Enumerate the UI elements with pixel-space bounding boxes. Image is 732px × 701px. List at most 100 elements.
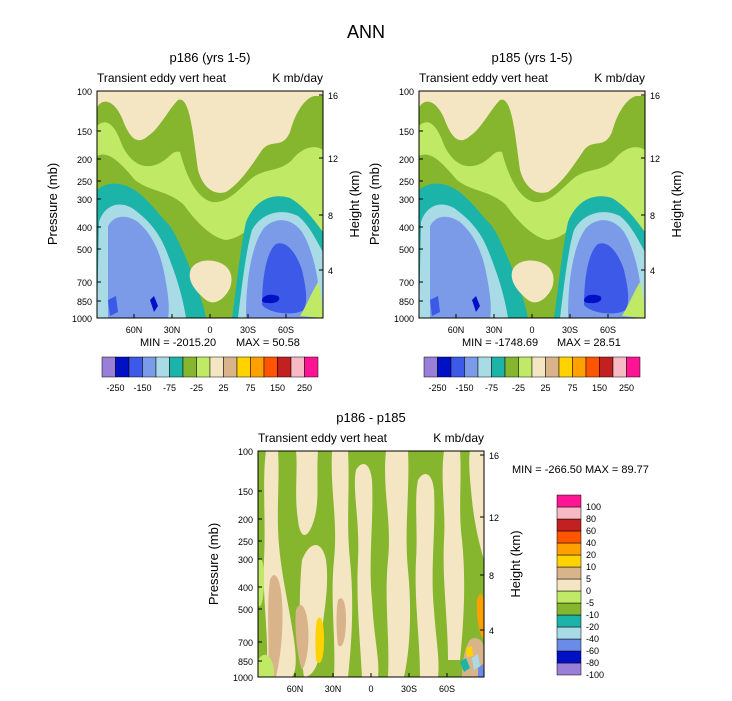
y-right-ticks: 16 12 8 4 xyxy=(319,91,338,276)
colorbar-label: -5 xyxy=(586,598,594,608)
contour-band xyxy=(295,605,309,670)
colorbar-swatch xyxy=(556,626,582,640)
colorbar-swatch xyxy=(169,356,184,378)
max-label: MAX = 89.77 xyxy=(585,464,649,476)
y-right-axis-label: Height (km) xyxy=(347,170,362,237)
colorbar-swatch xyxy=(182,356,197,378)
right-label: K mb/day xyxy=(594,71,645,85)
colorbar-swatch xyxy=(556,518,582,532)
y-tick-label: 200 xyxy=(238,515,253,525)
colorbar-swatch xyxy=(556,578,582,592)
colorbar-swatch xyxy=(518,356,533,378)
contour-band xyxy=(300,282,323,318)
colorbar-label: -40 xyxy=(586,634,599,644)
x-ticks: 60N 30N 0 30S 60S xyxy=(126,314,294,335)
colorbar-label: 150 xyxy=(592,383,607,393)
panel-title: p186 - p185 xyxy=(336,410,405,425)
colorbar-label: 40 xyxy=(586,538,596,548)
x-tick-label: 60N xyxy=(448,325,465,335)
contour-band xyxy=(478,664,484,677)
x-tick-label: 30N xyxy=(325,684,342,694)
x-ticks: 60N 30N 0 30S 60S xyxy=(287,673,455,694)
y-tick-label: 400 xyxy=(238,583,253,593)
contour-band xyxy=(469,451,484,560)
colorbar-label: -75 xyxy=(163,383,176,393)
colorbar-label: 100 xyxy=(586,502,601,512)
panel-p185: p185 (yrs 1-5) Transient eddy vert heat … xyxy=(367,50,684,393)
panel-title: p185 (yrs 1-5) xyxy=(492,50,573,65)
colorbar-swatch xyxy=(545,356,560,378)
y-tick-label: 400 xyxy=(77,223,92,233)
contour-band xyxy=(336,598,346,647)
colorbar: 100 80 60 40 20 10 5 0 -5 -10 -20 -40 -6… xyxy=(556,494,604,680)
colorbar-swatch xyxy=(504,356,519,378)
colorbar-swatch xyxy=(115,356,130,378)
colorbar-swatch xyxy=(491,356,506,378)
y-tick-label: 400 xyxy=(399,223,414,233)
y-tick-label: 1000 xyxy=(233,673,253,683)
y-tick-label: 300 xyxy=(77,195,92,205)
contour-band xyxy=(442,451,465,660)
contour-band xyxy=(150,296,158,312)
max-label: MAX = 28.51 xyxy=(557,337,621,349)
contour-band xyxy=(476,594,484,640)
colorbar-label: -20 xyxy=(586,622,599,632)
y-right-ticks: 16 12 8 4 xyxy=(480,451,499,636)
colorbar-swatch xyxy=(585,356,600,378)
x-tick-label: 60S xyxy=(439,684,455,694)
colorbar-label: 60 xyxy=(586,526,596,536)
panel-difference: p186 - p185 Transient eddy vert heat K m… xyxy=(206,410,649,694)
colorbar-swatch xyxy=(556,554,582,568)
colorbar-swatch xyxy=(142,356,157,378)
y-tick-label: 700 xyxy=(238,638,253,648)
colorbar-label: -10 xyxy=(586,610,599,620)
colorbar-swatch xyxy=(558,356,573,378)
y-right-axis-label: Height (km) xyxy=(669,170,684,237)
right-label: K mb/day xyxy=(272,71,323,85)
colorbar-swatch xyxy=(196,356,211,378)
colorbar-swatch xyxy=(556,638,582,652)
contour-band xyxy=(472,654,480,670)
colorbar-swatch xyxy=(626,356,641,378)
colorbar-swatch xyxy=(599,356,614,378)
colorbar-label: 25 xyxy=(218,383,228,393)
x-tick-label: 30N xyxy=(164,325,181,335)
colorbar-swatch xyxy=(304,356,319,378)
colorbar-swatch xyxy=(101,356,116,378)
x-tick-label: 60N xyxy=(287,684,304,694)
colorbar-label: 5 xyxy=(586,574,591,584)
y-ticks: 100 150 200 250 300 400 500 700 850 1000 xyxy=(233,447,262,683)
x-tick-label: 60S xyxy=(278,325,294,335)
x-tick-label: 0 xyxy=(529,325,534,335)
y-axis-label: Pressure (mb) xyxy=(367,163,382,245)
contour-band xyxy=(108,296,118,316)
x-tick-label: 30N xyxy=(486,325,503,335)
colorbar-swatch xyxy=(155,356,170,378)
contour-band xyxy=(258,654,274,677)
figure-title: ANN xyxy=(347,22,385,42)
colorbar-swatch xyxy=(556,602,582,616)
colorbar-label: -250 xyxy=(106,383,124,393)
x-tick-label: 0 xyxy=(368,684,373,694)
colorbar-swatch xyxy=(223,356,238,378)
y-tick-label: 500 xyxy=(399,245,414,255)
colorbar-label: 75 xyxy=(245,383,255,393)
x-tick-label: 0 xyxy=(207,325,212,335)
colorbar-label: -25 xyxy=(190,383,203,393)
y-tick-label: 850 xyxy=(399,297,414,307)
x-ticks: 60N 30N 0 30S 60S xyxy=(448,314,616,335)
y-tick-label: 100 xyxy=(77,87,92,97)
contour-band xyxy=(108,216,169,318)
y-right-tick-label: 4 xyxy=(650,266,655,276)
y-right-axis-label: Height (km) xyxy=(508,530,523,597)
contour-band xyxy=(189,260,232,303)
colorbar-swatch xyxy=(612,356,627,378)
contour-band xyxy=(466,646,473,657)
colorbar-label: -100 xyxy=(586,670,604,680)
colorbar-swatch xyxy=(556,530,582,544)
colorbar-swatch xyxy=(531,356,546,378)
x-tick-label: 60N xyxy=(126,325,143,335)
max-label: MAX = 50.58 xyxy=(236,337,300,349)
y-tick-label: 1000 xyxy=(394,314,414,324)
y-tick-label: 100 xyxy=(399,87,414,97)
